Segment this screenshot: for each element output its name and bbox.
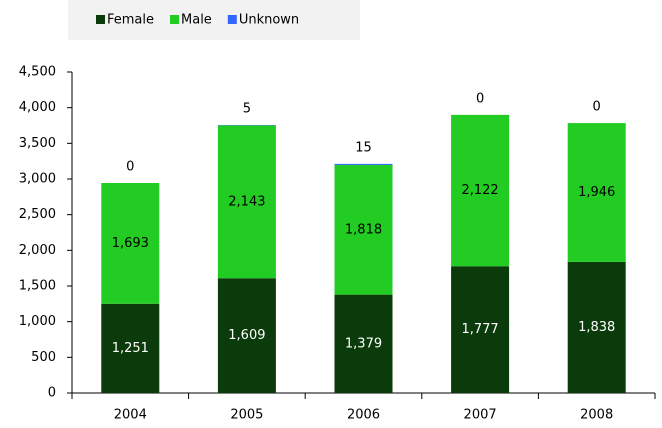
- data-label: 1,609: [228, 328, 265, 343]
- bar-segment: [567, 123, 626, 262]
- data-label: 1,838: [578, 320, 615, 335]
- data-label: 1,777: [461, 322, 498, 337]
- bar-segment: [451, 114, 510, 267]
- data-label: 0: [126, 159, 134, 174]
- y-tick-label: 500: [31, 350, 56, 365]
- bar-segment: [101, 182, 160, 304]
- y-tick-label: 0: [48, 386, 56, 401]
- y-tick-label: 4,000: [19, 100, 56, 115]
- x-tick-label: 2006: [347, 408, 380, 423]
- bar-segment: [567, 261, 626, 393]
- data-label: 2,122: [461, 183, 498, 198]
- data-label: 0: [593, 100, 601, 115]
- y-tick-label: 2,500: [19, 207, 56, 222]
- data-label: 0: [476, 91, 484, 106]
- legend-label: Female: [107, 13, 154, 28]
- data-label: 1,818: [345, 222, 382, 237]
- legend-label: Male: [181, 13, 212, 28]
- bar-segment: [334, 163, 393, 165]
- data-label: 2,143: [228, 194, 265, 209]
- bar-segment: [217, 125, 276, 279]
- legend-swatch: [170, 15, 180, 24]
- data-label: 1,693: [112, 236, 149, 251]
- legend-label: Unknown: [239, 13, 299, 28]
- y-tick-label: 2,000: [19, 243, 56, 258]
- bar-segment: [334, 164, 393, 295]
- x-tick-label: 2007: [464, 408, 497, 423]
- legend-swatch: [96, 15, 105, 24]
- x-tick-label: 2005: [230, 408, 263, 423]
- data-label: 15: [355, 140, 372, 155]
- y-tick-label: 3,000: [19, 172, 56, 187]
- data-label: 1,251: [112, 341, 149, 356]
- bar-segment: [101, 303, 160, 393]
- legend-swatch: [227, 15, 237, 24]
- data-label: 1,946: [578, 185, 615, 200]
- y-tick-label: 4,500: [19, 65, 56, 80]
- x-tick-label: 2008: [580, 408, 613, 423]
- legend-background: [68, 0, 360, 40]
- y-tick-label: 1,500: [19, 279, 56, 294]
- y-tick-label: 1,000: [19, 314, 56, 329]
- bar-segment: [334, 294, 393, 393]
- bar-segment: [217, 278, 276, 393]
- x-tick-label: 2004: [114, 408, 147, 423]
- data-label: 5: [243, 102, 251, 117]
- y-tick-label: 3,500: [19, 136, 56, 151]
- bar-segment: [451, 266, 510, 393]
- data-label: 1,379: [345, 336, 382, 351]
